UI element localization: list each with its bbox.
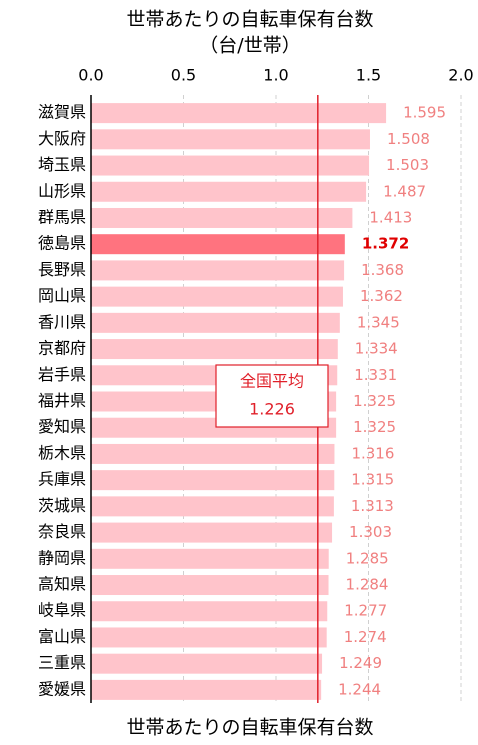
bar [91, 155, 370, 176]
bar [91, 103, 387, 124]
value-label: 1.277 [344, 602, 387, 620]
bar [91, 339, 338, 360]
value-label: 1.331 [354, 366, 397, 384]
category-label: 兵庫県 [38, 470, 86, 489]
value-label: 1.249 [339, 654, 382, 672]
bar [91, 679, 322, 700]
bar [91, 548, 329, 569]
bar [91, 312, 340, 333]
value-label: 1.362 [360, 287, 403, 305]
chart-title: 世帯あたりの自転車保有台数 [126, 9, 373, 31]
bar [91, 470, 335, 491]
annotation-box [215, 364, 329, 428]
category-label: 愛媛県 [38, 679, 86, 698]
value-label: 1.303 [349, 523, 392, 541]
value-label: 1.413 [369, 208, 412, 226]
value-label: 1.595 [403, 104, 446, 122]
bar [91, 234, 345, 255]
bar [91, 207, 353, 228]
bar [91, 575, 329, 596]
category-label: 群馬県 [38, 207, 86, 226]
value-label: 1.313 [351, 497, 394, 515]
value-label: 1.315 [351, 471, 394, 489]
value-label: 1.325 [353, 418, 396, 436]
annotation-value: 1.226 [249, 400, 295, 419]
bar [91, 260, 345, 281]
value-label: 1.284 [346, 576, 389, 594]
category-label: 山形県 [38, 181, 86, 200]
x-tick-label: 2.0 [448, 66, 473, 85]
value-label: 1.334 [355, 340, 398, 358]
value-label: 1.487 [383, 182, 426, 200]
value-label: 1.368 [361, 261, 404, 279]
value-label: 1.274 [344, 628, 387, 646]
bar [91, 653, 323, 674]
value-label: 1.372 [362, 235, 409, 253]
category-label: 埼玉県 [38, 155, 86, 174]
value-label: 1.325 [353, 392, 396, 410]
category-label: 福井県 [38, 391, 86, 410]
category-label: 静岡県 [38, 548, 86, 567]
x-tick-label: 1.5 [356, 66, 381, 85]
category-label: 三重県 [38, 653, 86, 672]
annotation-label: 全国平均 [240, 372, 304, 391]
bar [91, 443, 335, 464]
bar [91, 601, 328, 622]
category-label: 京都府 [38, 339, 86, 358]
x-tick-label: 1.0 [263, 66, 288, 85]
category-label: 岐阜県 [38, 601, 86, 620]
chart-subtitle: （台/世帯） [199, 35, 300, 57]
category-label: 愛知県 [38, 417, 86, 436]
bar [91, 129, 370, 150]
value-label: 1.503 [386, 156, 429, 174]
bar [91, 522, 333, 543]
bar [91, 496, 334, 517]
value-label: 1.285 [346, 549, 389, 567]
category-label: 長野県 [38, 260, 86, 279]
category-label: 栃木県 [38, 443, 86, 462]
value-label: 1.345 [357, 313, 400, 331]
x-tick-label: 0.5 [171, 66, 196, 85]
category-label: 岩手県 [38, 365, 86, 384]
value-label: 1.316 [351, 444, 394, 462]
bar [91, 181, 367, 202]
category-label: 奈良県 [38, 522, 86, 541]
category-label: 富山県 [38, 627, 86, 646]
x-axis-label: 世帯あたりの自転車保有台数 [126, 717, 373, 739]
bar [91, 286, 343, 307]
category-label: 大阪府 [38, 129, 86, 148]
value-label: 1.508 [387, 130, 430, 148]
category-label: 徳島県 [38, 234, 86, 253]
x-tick-label: 0.0 [78, 66, 103, 85]
category-label: 滋賀県 [38, 103, 86, 122]
category-label: 茨城県 [38, 496, 86, 515]
value-label: 1.244 [338, 680, 381, 698]
category-label: 岡山県 [38, 286, 86, 305]
bar [91, 627, 327, 648]
category-label: 香川県 [38, 312, 86, 331]
category-label: 高知県 [38, 575, 86, 594]
